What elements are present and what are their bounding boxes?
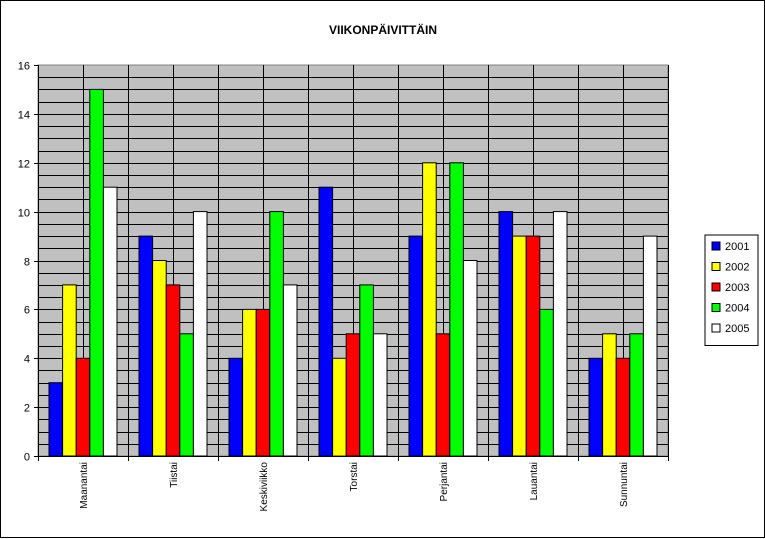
y-tick-label: 6 [24,305,30,317]
bar-2003-maanantai [75,357,91,457]
bar-2003-perjantai [435,333,451,457]
legend-label-2005: 2005 [725,323,749,335]
bar-2003-sunnuntai [615,357,631,457]
bar-2004-lauantai [539,308,554,457]
legend-swatch-2002 [711,262,721,271]
bar-2005-perjantai [462,260,478,457]
bar-2005-lauantai [552,211,568,457]
plot-area: 0 2 4 6 8 10 12 14 16 Maanantai Tiistai Keskiviikko… [18,61,669,512]
bar-2003-keskiviikko [255,308,271,457]
bar-2005-tiistai [192,211,208,457]
x-category-label: Torstai [349,462,360,491]
bar-2001-tiistai [138,235,154,457]
bar-2005-keskiviikko [282,284,298,457]
bar-2001-lauantai [498,211,514,457]
bar-2002-sunnuntai [602,333,617,457]
x-category-label: Keskiviikko [259,462,270,512]
legend: 2001 2002 2003 2004 2005 [704,234,759,346]
bar-2004-sunnuntai [629,333,644,457]
bar-2002-maanantai [62,284,77,457]
bar-2002-lauantai [512,235,527,457]
bar-2005-maanantai [102,186,118,457]
legend-label-2002: 2002 [725,262,749,274]
legend-swatch-2001 [711,241,721,251]
legend-swatch-2004 [711,303,721,312]
chart-title: VIIKONPÄIVITTÄIN [329,22,437,37]
bar-2004-torstai [359,284,374,457]
y-tick-label: 0 [24,452,30,464]
y-tick-label: 4 [24,354,30,366]
bar-2001-torstai [318,186,334,457]
bar-2004-maanantai [89,88,104,457]
y-tick-label: 10 [18,208,30,220]
x-category-label: Sunnuntai [619,462,630,507]
bar-2004-perjantai [449,162,464,457]
y-tick-label: 16 [18,61,30,73]
x-category-label: Tiistai [169,462,180,488]
legend-swatch-2003 [711,282,721,292]
legend-label-2003: 2003 [725,282,749,294]
bar-2002-perjantai [422,162,437,457]
y-tick-label: 8 [24,257,30,269]
bar-2004-keskiviikko [269,211,284,457]
legend-swatch-2005 [711,323,721,333]
bar-2001-keskiviikko [228,357,244,457]
bar-2001-sunnuntai [588,357,604,457]
bar-2002-tiistai [152,260,167,457]
bar-2001-maanantai [48,382,64,457]
x-category-label: Lauantai [529,462,540,500]
bar-2001-perjantai [408,235,424,457]
y-tick-label: 2 [24,403,30,415]
bar-2002-keskiviikko [242,308,257,457]
bar-2004-tiistai [179,333,194,457]
x-category-label: Perjantai [439,462,450,501]
bar-2003-tiistai [165,284,181,457]
y-tick-label: 14 [18,110,30,122]
x-category-label: Maanantai [79,462,90,509]
bar-2005-torstai [372,333,388,457]
bar-2003-lauantai [525,235,541,457]
legend-label-2001: 2001 [725,241,749,253]
bar-2002-torstai [332,357,347,457]
y-tick-label: 12 [18,159,30,171]
bar-2003-torstai [345,333,361,457]
bar-2005-sunnuntai [642,235,658,457]
legend-label-2004: 2004 [725,303,749,315]
